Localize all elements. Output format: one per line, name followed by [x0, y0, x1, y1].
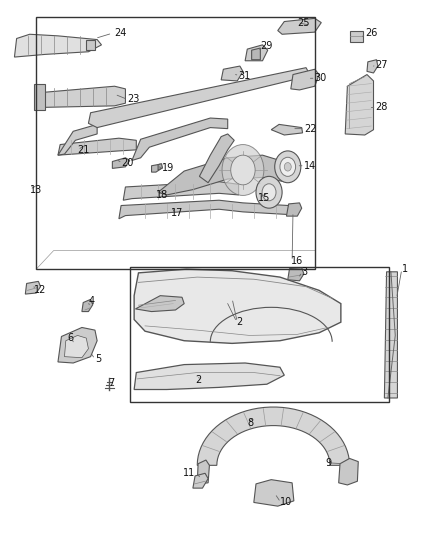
- Text: 24: 24: [115, 28, 127, 38]
- Text: 22: 22: [304, 124, 316, 134]
- Polygon shape: [14, 34, 102, 57]
- Polygon shape: [252, 48, 260, 60]
- Polygon shape: [350, 31, 363, 42]
- Polygon shape: [345, 75, 374, 135]
- Polygon shape: [245, 45, 268, 61]
- Bar: [36, 17, 315, 269]
- Polygon shape: [367, 60, 378, 73]
- Polygon shape: [288, 268, 304, 281]
- Text: 23: 23: [127, 94, 140, 104]
- Polygon shape: [58, 138, 136, 155]
- Text: 4: 4: [88, 296, 95, 306]
- Text: 6: 6: [67, 333, 73, 343]
- Text: 14: 14: [304, 161, 316, 171]
- Circle shape: [275, 151, 301, 183]
- Polygon shape: [193, 473, 208, 488]
- Polygon shape: [58, 327, 97, 363]
- Text: 31: 31: [239, 70, 251, 80]
- Circle shape: [256, 176, 282, 208]
- Polygon shape: [158, 164, 162, 170]
- Polygon shape: [34, 84, 45, 110]
- Text: 11: 11: [183, 469, 195, 478]
- Circle shape: [280, 157, 296, 176]
- Text: 29: 29: [260, 42, 273, 52]
- Polygon shape: [271, 124, 303, 135]
- Circle shape: [284, 163, 291, 171]
- Text: 18: 18: [156, 190, 168, 200]
- Polygon shape: [41, 86, 125, 108]
- Text: 3: 3: [302, 267, 308, 277]
- Text: 12: 12: [34, 285, 46, 295]
- Polygon shape: [385, 272, 397, 398]
- Polygon shape: [134, 269, 341, 343]
- Polygon shape: [197, 460, 209, 484]
- Text: 7: 7: [108, 378, 114, 388]
- Text: 27: 27: [376, 60, 388, 70]
- Text: 9: 9: [325, 458, 332, 467]
- Polygon shape: [82, 300, 93, 312]
- Text: 15: 15: [258, 192, 271, 203]
- Text: 17: 17: [171, 208, 184, 219]
- Polygon shape: [199, 134, 234, 183]
- Polygon shape: [286, 203, 302, 216]
- Polygon shape: [197, 407, 350, 465]
- Text: 2: 2: [195, 375, 201, 385]
- Text: 10: 10: [280, 497, 292, 507]
- Text: 19: 19: [162, 164, 175, 173]
- Polygon shape: [134, 363, 284, 390]
- Text: 21: 21: [78, 145, 90, 155]
- Polygon shape: [221, 66, 243, 81]
- Polygon shape: [86, 39, 95, 50]
- Text: 2: 2: [237, 317, 243, 327]
- Text: 28: 28: [376, 102, 388, 112]
- Text: 26: 26: [365, 28, 377, 38]
- Polygon shape: [278, 18, 321, 34]
- Polygon shape: [291, 69, 319, 90]
- Polygon shape: [123, 182, 239, 200]
- Polygon shape: [58, 124, 97, 155]
- Bar: [130, 266, 389, 402]
- Polygon shape: [152, 164, 162, 172]
- Text: 5: 5: [95, 354, 101, 364]
- Polygon shape: [119, 200, 289, 219]
- Circle shape: [231, 155, 255, 185]
- Polygon shape: [339, 458, 358, 485]
- Text: 13: 13: [30, 184, 42, 195]
- Polygon shape: [25, 281, 41, 294]
- Circle shape: [262, 184, 276, 201]
- Text: 1: 1: [402, 264, 408, 274]
- Text: 8: 8: [247, 418, 254, 428]
- Polygon shape: [88, 68, 311, 127]
- Text: 20: 20: [121, 158, 134, 168]
- Text: 25: 25: [297, 18, 310, 28]
- Text: 16: 16: [291, 256, 303, 266]
- Circle shape: [222, 144, 264, 196]
- Polygon shape: [254, 480, 294, 506]
- Polygon shape: [113, 158, 130, 168]
- Polygon shape: [158, 155, 289, 195]
- Polygon shape: [132, 118, 228, 160]
- Polygon shape: [64, 335, 88, 358]
- Text: 30: 30: [315, 73, 327, 83]
- Polygon shape: [135, 296, 184, 312]
